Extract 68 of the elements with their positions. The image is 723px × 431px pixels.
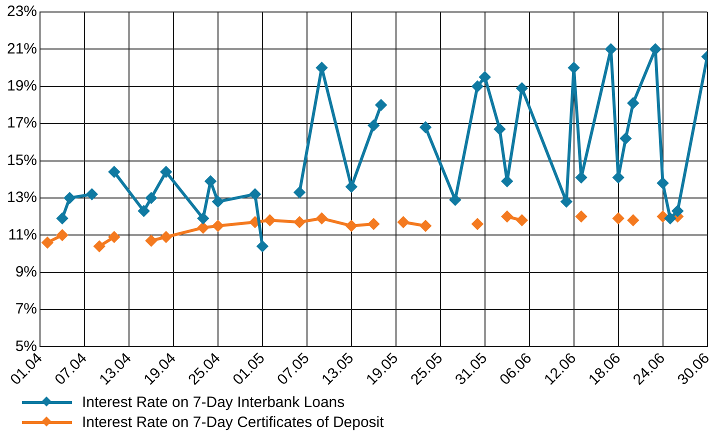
point xyxy=(294,186,306,198)
point xyxy=(516,82,528,94)
point xyxy=(494,124,506,135)
point xyxy=(657,178,668,189)
point xyxy=(64,192,76,204)
point xyxy=(256,240,268,252)
point xyxy=(560,196,572,208)
point xyxy=(479,72,490,83)
point xyxy=(657,211,668,222)
point xyxy=(346,181,357,192)
point xyxy=(108,166,120,178)
point xyxy=(628,98,639,109)
point xyxy=(472,80,483,92)
point xyxy=(650,44,661,55)
point xyxy=(250,188,261,200)
point xyxy=(672,205,684,216)
point xyxy=(605,44,616,55)
point xyxy=(146,235,157,246)
point xyxy=(56,230,68,241)
y-tick-label: 21% xyxy=(6,40,38,58)
point xyxy=(316,62,328,74)
y-tick-label: 7% xyxy=(15,300,38,318)
y-tick-label: 19% xyxy=(6,78,38,95)
point xyxy=(472,218,483,230)
point xyxy=(212,196,224,208)
point xyxy=(576,172,587,184)
point xyxy=(450,194,461,206)
point xyxy=(368,120,380,131)
point xyxy=(146,192,157,204)
point xyxy=(205,176,216,187)
y-tick-label: 23% xyxy=(6,3,38,20)
point xyxy=(376,99,387,110)
point xyxy=(42,237,53,248)
point xyxy=(576,211,587,222)
point xyxy=(502,176,513,187)
point xyxy=(420,122,432,133)
point xyxy=(198,212,209,224)
point xyxy=(56,212,68,224)
point xyxy=(420,220,432,232)
point xyxy=(86,188,98,200)
point xyxy=(664,212,676,224)
point xyxy=(294,216,306,228)
point xyxy=(516,214,528,226)
point xyxy=(138,205,150,216)
y-tick-label: 13% xyxy=(6,189,38,206)
point xyxy=(264,214,276,226)
y-tick-label: 15% xyxy=(6,152,38,169)
point xyxy=(628,214,639,226)
y-tick-label: 11% xyxy=(8,226,38,244)
point xyxy=(368,218,380,230)
point xyxy=(160,232,172,243)
point xyxy=(620,132,632,144)
point xyxy=(398,216,409,228)
point xyxy=(108,232,120,243)
point xyxy=(502,211,513,222)
point xyxy=(198,222,209,234)
point xyxy=(612,172,624,184)
point xyxy=(346,220,357,232)
y-tick-label: 9% xyxy=(15,263,38,280)
point xyxy=(568,62,580,74)
point xyxy=(160,166,172,178)
point xyxy=(316,212,328,224)
legend-label: Interest Rate on 7-Day Certificates of Deposit xyxy=(82,414,384,430)
point xyxy=(94,240,105,252)
point xyxy=(212,220,224,232)
y-tick-label: 17% xyxy=(6,114,38,132)
point xyxy=(612,212,624,224)
legend-label: Interest Rate on 7-Day Interbank Loans xyxy=(82,394,345,410)
